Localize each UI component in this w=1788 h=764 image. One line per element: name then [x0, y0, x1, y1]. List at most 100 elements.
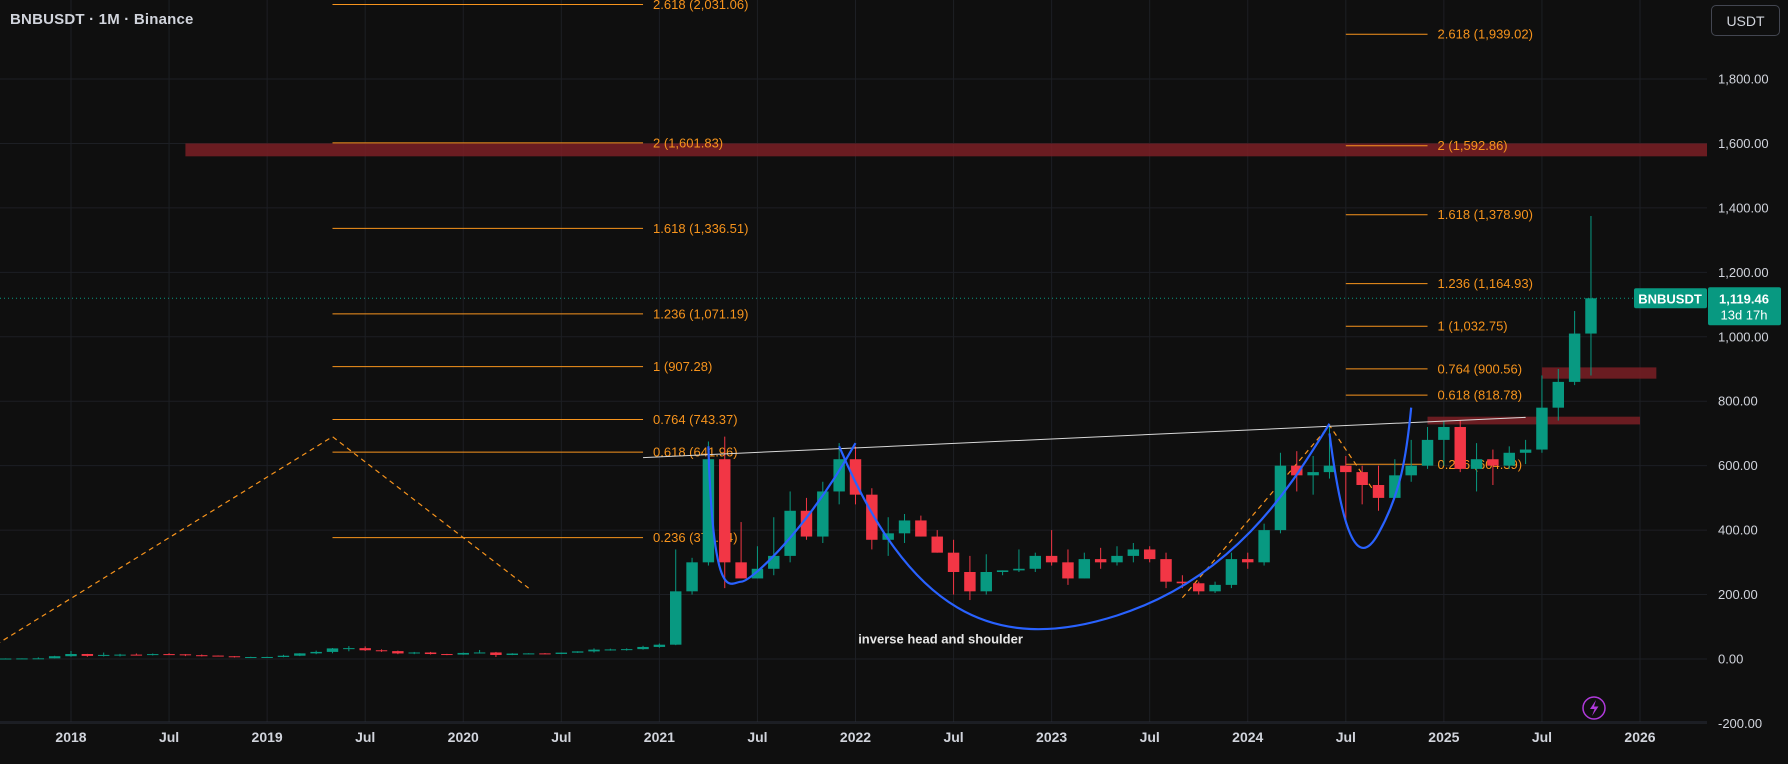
time-axis-label: 2020	[448, 729, 479, 745]
candle-up	[1323, 465, 1336, 473]
candle-up	[817, 491, 829, 537]
candle-up	[97, 654, 110, 656]
candle-up	[146, 654, 159, 656]
candle-down	[1062, 562, 1074, 579]
price-axis-label: 800.00	[1718, 394, 1758, 409]
symbol-tag-label: BNBUSDT	[1638, 291, 1702, 306]
candle-down	[1176, 581, 1189, 584]
candle-up	[768, 555, 780, 569]
candle-up	[1307, 472, 1319, 476]
candle-up	[833, 459, 845, 492]
candle-down	[490, 652, 502, 655]
lightning-icon[interactable]	[1582, 696, 1606, 720]
time-axis-label: 2024	[1232, 729, 1263, 745]
candle-down	[1487, 459, 1499, 466]
price-axis-label: 1,200.00	[1718, 265, 1769, 280]
candle-up	[408, 652, 420, 654]
candle-down	[866, 494, 878, 540]
currency-button[interactable]: USDT	[1711, 5, 1780, 36]
resistance-zone	[1427, 416, 1640, 425]
candle-up	[980, 572, 992, 592]
candle-down	[212, 655, 224, 657]
annotations: inverse head and shoulder	[858, 632, 1023, 647]
neckline-trendline	[643, 416, 1526, 459]
price-axis[interactable]: -200.00 0.00 200.00 400.00 600.00 800.00 1,000…	[1718, 72, 1769, 731]
time-axis[interactable]: 2018 Jul 2019 Jul 2020 Jul 2021 Jul 2022 Jul 2023 J…	[0, 721, 1707, 745]
candle-down	[375, 650, 388, 652]
candle-up	[1111, 555, 1123, 563]
candle-up	[1258, 530, 1270, 563]
candle-up	[996, 570, 1009, 572]
time-axis-label: Jul	[355, 729, 375, 745]
candle-up	[16, 658, 28, 660]
candle-up	[588, 649, 600, 652]
candle-down	[800, 510, 813, 537]
candle-up	[1519, 449, 1532, 453]
candle-up	[310, 651, 322, 654]
candle-up	[48, 656, 61, 659]
fib-level-label: 1.236 (1,071.19)	[653, 306, 748, 321]
candle-down	[359, 648, 371, 651]
symbol-title: BNBUSDT · 1M · Binance	[10, 11, 194, 28]
candle-down	[931, 536, 943, 553]
time-axis-label: 2021	[644, 729, 675, 745]
candle-up	[1503, 452, 1515, 466]
candle-down	[1372, 485, 1385, 498]
candle-up	[686, 562, 698, 592]
candle-up	[65, 654, 77, 657]
fib-extension-path	[0, 435, 529, 643]
time-axis-label: 2025	[1428, 729, 1459, 745]
candle-up	[1013, 568, 1025, 571]
fib-level-label: 1.618 (1,336.51)	[653, 221, 748, 236]
price-axis-label: 1,600.00	[1718, 136, 1769, 151]
candle-up	[506, 653, 519, 655]
candle-up	[277, 655, 290, 657]
candle-down	[1340, 465, 1352, 473]
candle-down	[915, 520, 927, 537]
candle-down	[1192, 583, 1205, 592]
fib-level-label: 1 (907.28)	[653, 359, 712, 374]
pattern-curves	[707, 407, 1413, 631]
fib-level-label: 2.618 (2,031.06)	[653, 0, 748, 12]
fib-level-label: 2 (1,601.83)	[653, 135, 723, 150]
candle-up	[261, 656, 273, 658]
price-axis-label: 0.00	[1718, 652, 1743, 667]
pattern-annotation: inverse head and shoulder	[858, 632, 1023, 647]
price-axis-label: 400.00	[1718, 523, 1758, 538]
candle-up	[343, 648, 355, 650]
candle-up	[1421, 439, 1434, 466]
candle-down	[1454, 427, 1466, 469]
fib-level-label: 0.236 (376.64)	[653, 530, 738, 545]
fib-level-label: 2.618 (1,939.02)	[1438, 27, 1533, 42]
time-axis-label: Jul	[1532, 729, 1552, 745]
candle-up	[457, 652, 469, 655]
symbol-tag-bg	[1634, 288, 1707, 309]
candle-down	[179, 654, 192, 656]
candle-up	[1585, 298, 1597, 334]
candle-up	[702, 459, 715, 563]
fib-level-label: 0.764 (743.37)	[653, 412, 738, 427]
candle-down	[539, 653, 551, 655]
candle-up	[571, 651, 584, 653]
candle-down	[163, 654, 175, 656]
candle-up	[1225, 559, 1238, 585]
price-axis-label: -200.00	[1718, 716, 1762, 731]
price-axis-label: 200.00	[1718, 587, 1758, 602]
pattern-curve	[838, 423, 1331, 631]
candle-down	[964, 572, 976, 592]
candle-up	[1552, 381, 1565, 408]
candle-down	[196, 655, 208, 657]
candle-down	[1094, 559, 1107, 563]
candle-up	[1209, 584, 1221, 592]
candle-down	[1242, 559, 1254, 563]
candle-up	[604, 649, 617, 651]
fib-level-label: 1 (1,032.75)	[1438, 319, 1508, 334]
candle-up	[326, 648, 339, 652]
time-axis-label: 2018	[55, 729, 86, 745]
time-axis-label: Jul	[747, 729, 767, 745]
candle-up	[114, 654, 126, 656]
time-axis-label: Jul	[1140, 729, 1160, 745]
fib-level-label: 1.236 (1,164.93)	[1438, 276, 1533, 291]
